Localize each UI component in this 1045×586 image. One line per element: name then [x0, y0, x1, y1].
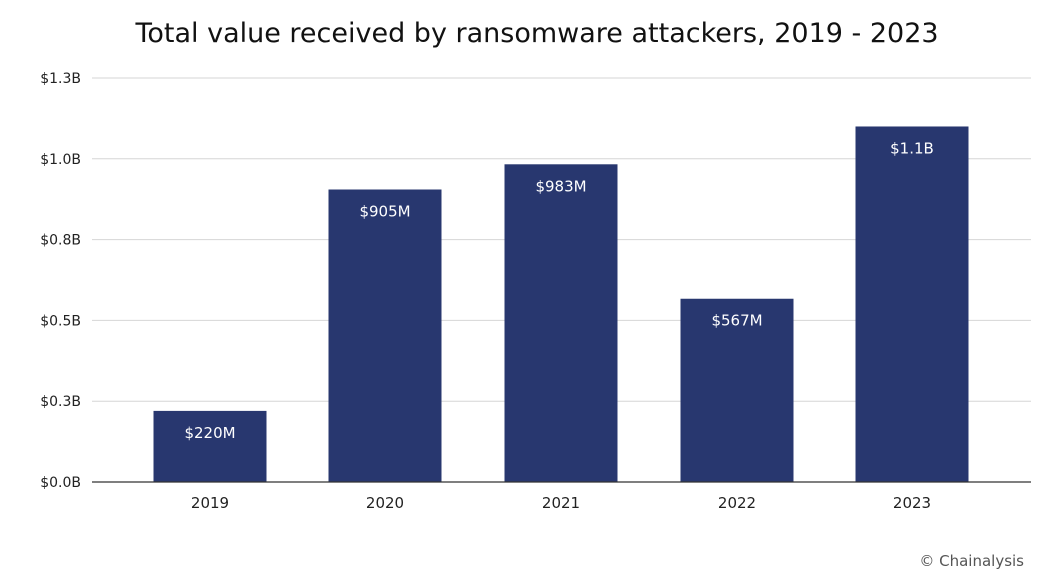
bar-2022 [680, 298, 794, 482]
data-label-2019: $220M [184, 424, 235, 442]
bar-2019 [153, 410, 267, 482]
x-tick-label: 2020 [366, 494, 404, 512]
data-label-2023: $1.1B [890, 139, 934, 157]
x-axis-ticks: 2019 2020 2021 2022 2023 [191, 494, 931, 512]
bar-2023 [855, 126, 969, 482]
y-axis-ticks: $0.0B $0.3B $0.5B $0.8B $1.0B $1.3B [40, 71, 81, 491]
y-tick-label: $0.8B [40, 233, 81, 249]
y-tick-label: $0.5B [40, 313, 81, 329]
x-tick-label: 2021 [542, 494, 580, 512]
y-tick-label: $0.3B [40, 394, 81, 410]
x-tick-label: 2023 [893, 494, 931, 512]
y-tick-label: $1.3B [40, 71, 81, 87]
x-tick-label: 2022 [718, 494, 756, 512]
bars [153, 126, 969, 482]
bar-2020 [328, 189, 442, 482]
y-tick-label: $1.0B [40, 152, 81, 168]
bar-2021 [504, 164, 618, 482]
y-tick-label: $0.0B [40, 475, 81, 491]
data-labels: $220M $905M $983M $567M $1.1B [184, 139, 933, 441]
x-tick-label: 2019 [191, 494, 229, 512]
data-label-2021: $983M [535, 177, 586, 195]
data-label-2022: $567M [711, 312, 762, 330]
chainalysis-credit: © Chainalysis [919, 552, 1024, 570]
chart-title: Total value received by ransomware attac… [134, 18, 938, 49]
data-label-2020: $905M [359, 203, 410, 221]
